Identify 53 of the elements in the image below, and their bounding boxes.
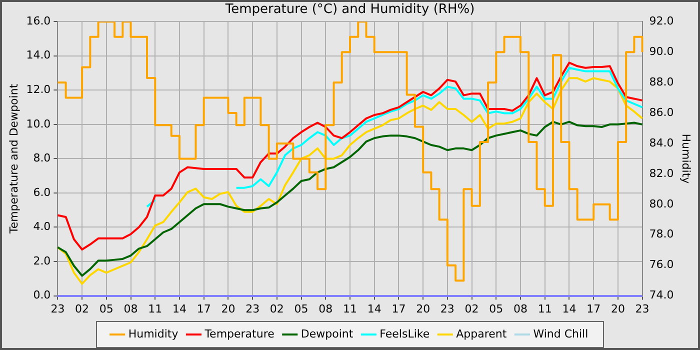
y-tick-label: 8.0 <box>33 152 51 165</box>
y2-tick-label: 76.0 <box>649 258 674 272</box>
y-tick-label: 6.0 <box>33 186 51 199</box>
legend-label: Dewpoint <box>300 327 354 340</box>
x-tick-label: 23 <box>246 302 260 316</box>
y-tick-label: 12.0 <box>26 83 51 96</box>
chart-title: Temperature (°C) and Humidity (RH%) <box>224 2 475 18</box>
x-tick-label: 11 <box>343 302 357 316</box>
y2-tick-label: 74.0 <box>649 288 674 302</box>
y-tick-label: 14.0 <box>26 48 51 62</box>
y-tick-label: 0.0 <box>33 288 51 302</box>
x-tick-label: 02 <box>270 302 284 316</box>
x-tick-label: 02 <box>464 302 479 316</box>
x-tick-label: 23 <box>50 302 65 316</box>
x-tick-label: 17 <box>586 302 601 316</box>
x-tick-label: 11 <box>538 302 552 316</box>
x-tick-label: 05 <box>294 302 308 316</box>
y2-axis-title: Humidity <box>680 134 693 184</box>
x-tick-label: 08 <box>318 302 333 316</box>
y2-tick-label: 92.0 <box>649 14 674 28</box>
legend-label: Wind Chill <box>533 327 588 340</box>
x-tick-label: 20 <box>610 302 625 316</box>
legend-label: Temperature <box>204 327 275 340</box>
x-tick-label: 14 <box>367 302 382 316</box>
y2-tick-label: 88.0 <box>649 75 674 88</box>
y2-tick-label: 82.0 <box>649 166 674 180</box>
x-tick-label: 14 <box>562 302 576 316</box>
x-tick-label: 14 <box>172 302 186 316</box>
y2-tick-label: 86.0 <box>649 106 674 119</box>
x-tick-label: 17 <box>392 302 406 316</box>
x-tick-label: 08 <box>124 302 138 316</box>
y-axis-title: Temperature and Dewpoint <box>7 83 20 235</box>
x-tick-label: 20 <box>221 302 236 316</box>
x-tick-label: 23 <box>635 302 650 316</box>
y-tick-label: 16.0 <box>26 14 51 28</box>
x-tick-label: 08 <box>514 302 528 316</box>
x-tick-label: 05 <box>489 302 504 316</box>
y2-tick-label: 80.0 <box>649 197 674 210</box>
x-tick-label: 17 <box>196 302 211 316</box>
x-tick-label: 20 <box>416 302 430 316</box>
y-tick-label: 2.0 <box>33 254 51 268</box>
x-tick-label: 23 <box>440 302 454 316</box>
legend-label: FeelsLike <box>380 327 430 340</box>
legend-label: Humidity <box>128 327 179 340</box>
x-tick-label: 11 <box>148 302 162 316</box>
y2-tick-label: 90.0 <box>649 44 674 58</box>
y-tick-label: 4.0 <box>33 220 51 234</box>
y-tick-label: 10.0 <box>26 117 51 130</box>
x-tick-label: 05 <box>99 302 114 316</box>
x-tick-label: 02 <box>75 302 90 316</box>
y2-tick-label: 78.0 <box>649 228 674 241</box>
y2-tick-label: 84.0 <box>649 136 674 150</box>
legend-label: Apparent <box>456 327 508 340</box>
